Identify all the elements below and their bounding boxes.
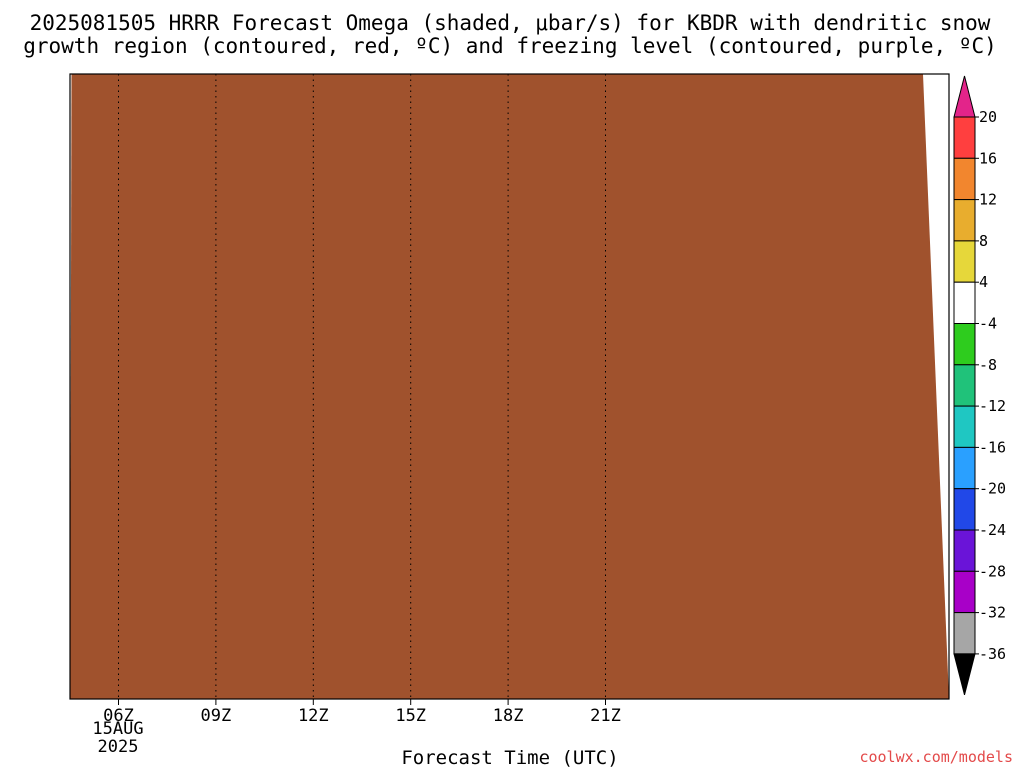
colorbar-swatch (953, 488, 976, 531)
chart-title-line2: growth region (contoured, red, ºC) and f… (23, 34, 997, 58)
credit-text: coolwx.com/models (859, 748, 1013, 766)
colorbar-label: -12 (979, 397, 1006, 415)
colorbar-label: -20 (979, 480, 1006, 498)
x-tick-label: 18Z (493, 706, 524, 726)
omega-shading (70, 74, 949, 699)
chart-title-line1: 2025081505 HRRR Forecast Omega (shaded, … (30, 11, 991, 35)
colorbar-swatch (953, 570, 976, 614)
x-tick-label: 21Z (590, 706, 621, 726)
colorbar-label: 20 (979, 108, 997, 126)
colorbar-label: -16 (979, 438, 1006, 456)
colorbar-swatch (953, 281, 976, 325)
x-axis-label: Forecast Time (UTC) (401, 747, 618, 768)
colorbar-swatch (953, 157, 976, 201)
colorbar-swatch (953, 612, 976, 655)
colorbar-label: 16 (979, 149, 997, 167)
colorbar-label: -4 (979, 315, 997, 333)
colorbar-swatch (953, 116, 976, 159)
colorbar-swatch (953, 323, 976, 366)
x-tick-label: 12Z (298, 706, 329, 726)
colorbar-label: -32 (979, 604, 1006, 622)
colorbar-label: -8 (979, 356, 997, 374)
x-axis-ticks: 06Z 09Z 12Z 15Z 18Z 21Z (103, 699, 621, 726)
colorbar-label: -24 (979, 521, 1006, 539)
x-date-line2: 2025 (98, 737, 139, 757)
surface-terrain (70, 74, 949, 699)
colorbar: 20 16 12 8 4 -4 -8 -12 -16 -20 -24 -28 -32 -36 (953, 75, 1006, 696)
colorbar-swatch (953, 364, 976, 407)
colorbar-arrow-top (953, 75, 976, 118)
colorbar-swatch (953, 405, 976, 448)
colorbar-label: 12 (979, 191, 997, 209)
colorbar-label: 8 (979, 232, 988, 250)
colorbar-swatch (953, 240, 976, 283)
colorbar-arrow-bottom (953, 653, 976, 696)
colorbar-swatch (953, 446, 976, 490)
x-date-line1: 15AUG (92, 719, 143, 739)
colorbar-label: 4 (979, 273, 988, 291)
colorbar-swatch (953, 529, 976, 572)
x-tick-label: 09Z (201, 706, 232, 726)
plot-frame (69, 73, 950, 700)
x-tick-label: 06Z (103, 706, 134, 726)
x-tick-label: 15Z (395, 706, 426, 726)
colorbar-label: -36 (979, 645, 1006, 663)
colorbar-swatch (953, 199, 976, 242)
colorbar-label: -28 (979, 562, 1006, 580)
